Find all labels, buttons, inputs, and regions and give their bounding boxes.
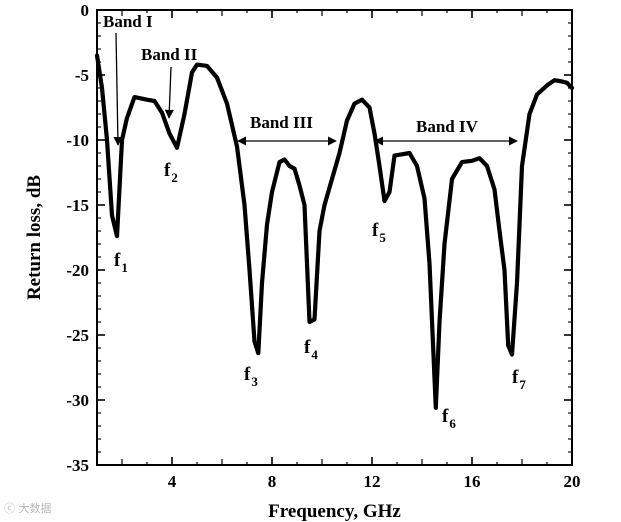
plot-frame	[96, 9, 573, 466]
f7-label: f7	[512, 367, 526, 392]
band-i-arrow	[113, 32, 123, 146]
band-ii-label: Band II	[141, 45, 198, 64]
watermark-logo: ⓒ 大数据	[4, 502, 52, 515]
x-tick-label: 4	[168, 472, 177, 491]
f3-subscript: 3	[251, 374, 258, 389]
y-tick-label: -25	[66, 326, 89, 345]
axis-ticks: 4 8 12 16 200-5-10-15-20-25-30-35	[66, 1, 580, 491]
f5-label: f5	[372, 220, 386, 245]
x-tick-label: 16	[464, 472, 481, 491]
f6-subscript: 6	[449, 416, 456, 431]
band-iv-label: Band IV	[416, 117, 479, 136]
x-tick-label: 12	[364, 472, 381, 491]
f6-label: f6	[442, 406, 456, 431]
f5-subscript: 5	[379, 230, 386, 245]
band-i-label: Band I	[103, 12, 153, 31]
y-tick-label: -20	[66, 261, 89, 280]
annotations-layer: Band I Band II Band III Band IV f1 f2 f3 f4 f5 f6…	[103, 12, 526, 431]
y-tick-label: -5	[75, 66, 89, 85]
f4-label: f4	[304, 337, 318, 362]
f3-label: f3	[244, 364, 258, 389]
f4-subscript: 4	[311, 347, 318, 362]
f2-label: f2	[164, 160, 178, 185]
f7-subscript: 7	[519, 377, 526, 392]
y-tick-label: -10	[66, 131, 89, 150]
y-tick-label: -30	[66, 391, 89, 410]
f2-subscript: 2	[171, 170, 178, 185]
series-layer	[94, 53, 575, 410]
y-tick-label: 0	[81, 1, 90, 20]
return-loss-line	[94, 53, 575, 410]
x-axis-title: Frequency, GHz	[268, 501, 401, 522]
plot-axes	[96, 9, 573, 466]
y-tick-label: -15	[66, 196, 89, 215]
f1-subscript: 1	[121, 260, 128, 275]
x-tick-label: 8	[268, 472, 277, 491]
f1-label: f1	[114, 250, 128, 275]
band-ii-arrow	[164, 66, 174, 119]
y-tick-label: -35	[66, 456, 89, 475]
x-tick-label: 20	[564, 472, 581, 491]
y-axis-title: Return loss, dB	[24, 175, 45, 300]
band-iii-label: Band III	[250, 113, 313, 132]
